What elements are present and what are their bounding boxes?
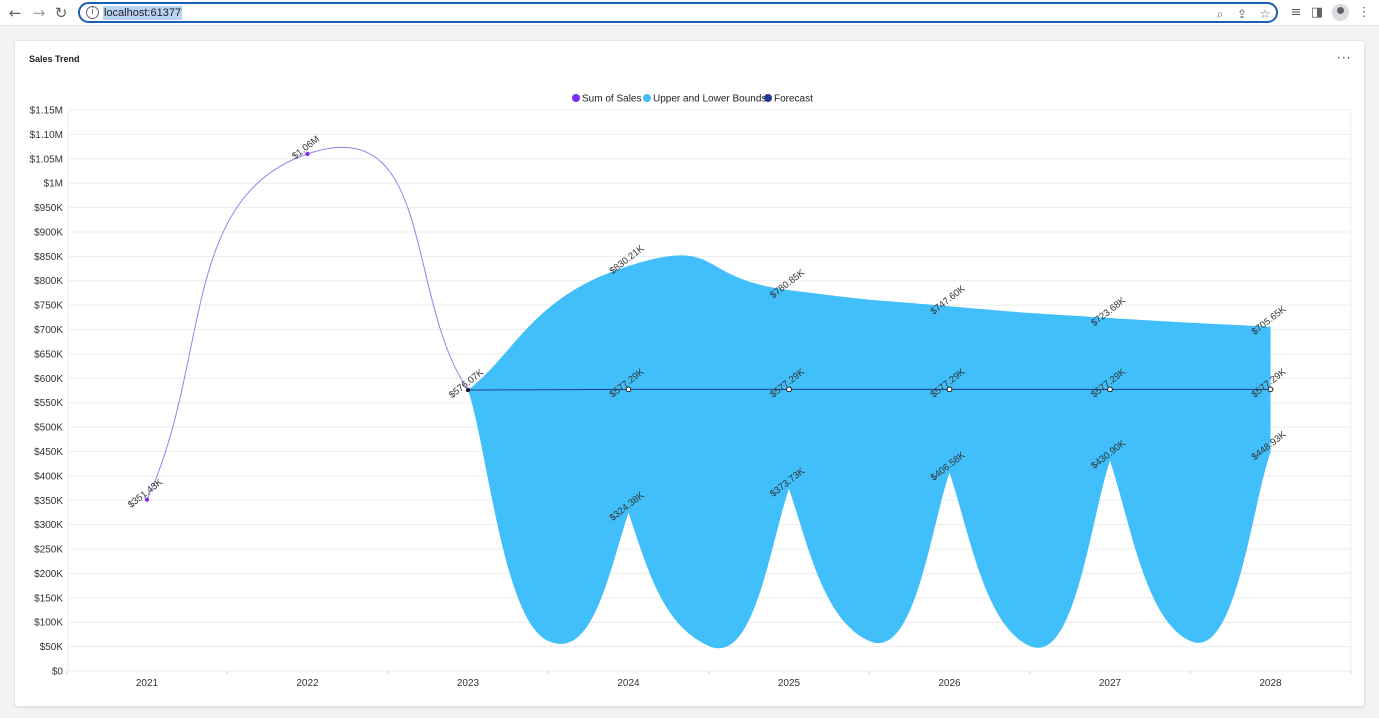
y-tick-label: $250K bbox=[34, 545, 63, 556]
legend-marker bbox=[643, 94, 651, 102]
y-tick-label: $750K bbox=[34, 301, 63, 312]
bounds-band bbox=[468, 255, 1271, 649]
y-tick-label: $500K bbox=[34, 423, 63, 434]
y-tick-label: $350K bbox=[34, 496, 63, 507]
y-tick-label: $1.15M bbox=[30, 106, 63, 117]
y-tick-label: $900K bbox=[34, 227, 63, 238]
forecast-point bbox=[466, 387, 470, 392]
x-axis-ticks: 2021 2022 2023 2024 2025 2026 2027 2028 bbox=[66, 671, 1352, 689]
legend-marker bbox=[764, 94, 772, 102]
y-tick-label: $400K bbox=[34, 471, 63, 482]
y-tick-label: $100K bbox=[34, 618, 63, 629]
y-tick-label: $650K bbox=[34, 349, 63, 360]
forecast-point bbox=[625, 386, 632, 393]
sales-data-label: $351.43K bbox=[126, 476, 165, 510]
legend-marker bbox=[572, 94, 580, 102]
browser-toolbar: ← → ↻ i localhost:61377 ⌕ ⇪ ☆ ≡ ◨ ⋮ bbox=[0, 0, 1379, 26]
y-tick-label: $1.05M bbox=[30, 154, 63, 165]
y-tick-label: $50K bbox=[40, 642, 64, 653]
reading-list-icon[interactable]: ≡ bbox=[1290, 5, 1302, 20]
y-tick-label: $1M bbox=[44, 179, 63, 190]
x-tick-label: 2025 bbox=[778, 678, 801, 689]
zoom-icon[interactable]: ⌕ bbox=[1216, 7, 1224, 21]
card-title: Sales Trend bbox=[29, 54, 80, 64]
series-points bbox=[144, 151, 1274, 502]
y-tick-label: $150K bbox=[34, 593, 63, 604]
x-tick-label: 2027 bbox=[1099, 678, 1122, 689]
info-icon[interactable]: i bbox=[86, 6, 99, 19]
y-tick-label: $450K bbox=[34, 447, 63, 458]
y-tick-label: $800K bbox=[34, 276, 63, 287]
forward-icon[interactable]: → bbox=[32, 4, 46, 22]
chart-card: Sales Trend ··· $0 $50K $100K $150K $200K $25… bbox=[14, 40, 1365, 707]
forecast-point bbox=[786, 386, 792, 393]
forecast-line bbox=[467, 388, 1271, 391]
y-tick-label: $1.10M bbox=[30, 130, 63, 141]
y-tick-label: $700K bbox=[34, 325, 63, 336]
browser-menu-icon[interactable]: ⋮ bbox=[1357, 5, 1371, 20]
reload-icon[interactable]: ↻ bbox=[54, 4, 68, 22]
legend-label: Upper and Lower Bounds bbox=[653, 94, 766, 105]
y-tick-label: $600K bbox=[34, 374, 63, 385]
forecast-point bbox=[946, 386, 953, 393]
forecast-point bbox=[1107, 386, 1113, 393]
legend-label: Forecast bbox=[774, 94, 813, 105]
sales-trend-chart: $0 $50K $100K $150K $200K $250K $300K $350K $400… bbox=[30, 94, 1352, 689]
sales-point bbox=[144, 497, 150, 502]
y-tick-label: $950K bbox=[34, 203, 63, 214]
y-tick-label: $550K bbox=[34, 398, 63, 409]
x-tick-label: 2022 bbox=[296, 678, 319, 689]
sales-line bbox=[146, 146, 469, 500]
more-options-icon[interactable]: ··· bbox=[1337, 51, 1352, 65]
x-tick-label: 2023 bbox=[457, 678, 480, 689]
sales-point bbox=[305, 151, 310, 157]
y-tick-label: $0 bbox=[52, 667, 64, 678]
x-tick-label: 2021 bbox=[136, 678, 159, 689]
x-tick-label: 2026 bbox=[938, 678, 961, 689]
address-bar[interactable]: i localhost:61377 ⌕ ⇪ ☆ bbox=[78, 2, 1278, 23]
profile-avatar-icon[interactable] bbox=[1332, 4, 1349, 21]
share-icon[interactable]: ⇪ bbox=[1236, 7, 1248, 21]
x-tick-label: 2028 bbox=[1259, 678, 1282, 689]
y-tick-label: $200K bbox=[34, 569, 63, 580]
bookmark-star-icon[interactable]: ☆ bbox=[1259, 7, 1271, 21]
chart-legend: Sum of Sales Upper and Lower Bounds Foreca… bbox=[572, 94, 813, 105]
back-icon[interactable]: ← bbox=[8, 4, 22, 22]
side-panel-icon[interactable]: ◨ bbox=[1310, 5, 1324, 20]
x-tick-label: 2024 bbox=[617, 678, 640, 689]
legend-label: Sum of Sales bbox=[582, 94, 641, 105]
y-tick-label: $850K bbox=[34, 252, 63, 263]
y-tick-label: $300K bbox=[34, 520, 63, 531]
url-text[interactable]: localhost:61377 bbox=[103, 6, 183, 20]
forecast-point bbox=[1267, 386, 1274, 393]
sales-data-label: $1.06M bbox=[290, 134, 322, 162]
upper-lower-bounds-area bbox=[468, 255, 1271, 649]
y-axis-ticks: $0 $50K $100K $150K $200K $250K $300K $350K $400… bbox=[30, 106, 64, 678]
